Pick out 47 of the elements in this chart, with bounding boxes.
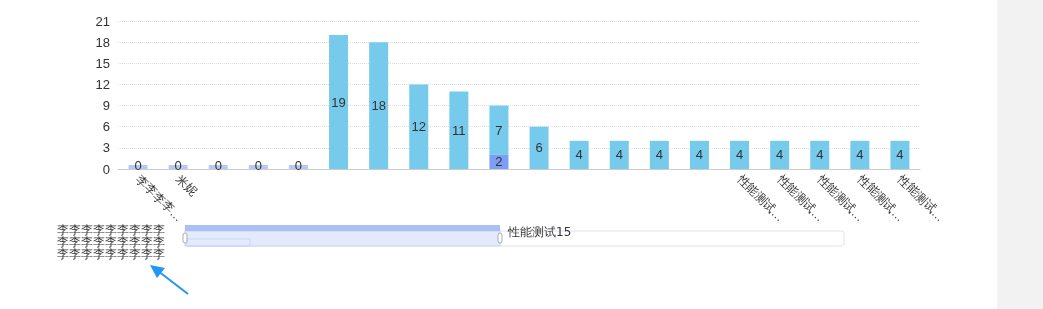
y-tick-label: 6 bbox=[102, 119, 110, 135]
data-label: 0 bbox=[294, 157, 303, 173]
x-tick-label: 米妮 bbox=[173, 172, 201, 199]
bar bbox=[890, 140, 910, 169]
data-label: 12 bbox=[411, 119, 426, 135]
y-tick-label: 3 bbox=[102, 140, 110, 156]
data-label: 18 bbox=[371, 98, 386, 114]
data-label: 4 bbox=[615, 147, 623, 163]
data-label: 0 bbox=[134, 157, 142, 173]
y-tick-label: 21 bbox=[95, 13, 110, 29]
data-label: 0 bbox=[214, 157, 222, 173]
bar bbox=[730, 140, 750, 169]
bar bbox=[409, 84, 429, 169]
data-label: 4 bbox=[816, 147, 824, 163]
bar bbox=[529, 126, 549, 169]
y-tick-label: 9 bbox=[102, 98, 110, 114]
bar bbox=[850, 140, 870, 169]
data-label: 0 bbox=[174, 157, 182, 173]
text: 李李李李李李李李李李李李李李李李李李李李李李李李李李李 bbox=[57, 223, 166, 261]
bar bbox=[369, 42, 389, 169]
data-label: 4 bbox=[735, 147, 744, 163]
data-label: 4 bbox=[575, 147, 583, 163]
data-label: 0 bbox=[254, 157, 262, 173]
bar bbox=[569, 140, 589, 169]
bar bbox=[810, 140, 830, 169]
data-label: 4 bbox=[655, 147, 663, 163]
text: 性能测试15 bbox=[508, 225, 572, 239]
y-tick-label: 15 bbox=[95, 55, 110, 71]
data-label: 4 bbox=[776, 147, 784, 163]
data-label: 6 bbox=[535, 140, 543, 156]
data-label: 19 bbox=[331, 94, 346, 110]
bar bbox=[449, 91, 469, 169]
bar bbox=[770, 140, 790, 169]
bar bbox=[689, 140, 709, 169]
data-label: 4 bbox=[856, 147, 864, 163]
data-label: 7 bbox=[495, 122, 503, 138]
data-label: 2 bbox=[495, 154, 503, 170]
y-tick-label: 0 bbox=[102, 161, 110, 177]
data-label: 4 bbox=[695, 147, 704, 163]
bar bbox=[489, 105, 509, 155]
data-label: 4 bbox=[896, 147, 904, 163]
data-label: 11 bbox=[452, 122, 466, 138]
y-tick-label: 18 bbox=[95, 34, 110, 50]
y-tick-label: 12 bbox=[95, 76, 110, 92]
bar bbox=[649, 140, 669, 169]
bar bbox=[609, 140, 629, 169]
bar bbox=[329, 35, 349, 169]
